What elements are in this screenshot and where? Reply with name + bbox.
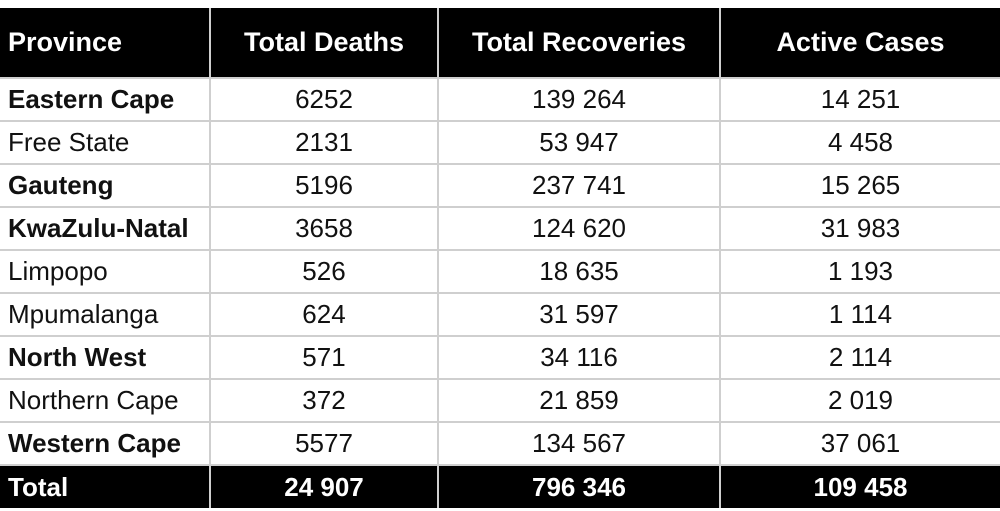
total-label: Total [8, 471, 69, 502]
cell-active: 1 114 [719, 292, 1000, 337]
table-row: KwaZulu-Natal 3658 124 620 31 983 [0, 206, 1000, 251]
cell-deaths: 6252 [209, 77, 439, 122]
cell-deaths: 2131 [209, 120, 439, 165]
cell-active: 31 983 [719, 206, 1000, 251]
cell-deaths: 3658 [209, 206, 439, 251]
cell-active: 14 251 [719, 77, 1000, 122]
province-stats-table: Province Total Deaths Total Recoveries A… [0, 8, 1000, 508]
cell-province: Free State [0, 120, 211, 165]
table-row: Mpumalanga 624 31 597 1 114 [0, 292, 1000, 337]
cell-province: KwaZulu-Natal [0, 206, 211, 251]
table-row: Limpopo 526 18 635 1 193 [0, 249, 1000, 294]
cell-recoveries: 124 620 [437, 206, 721, 251]
cell-recoveries: 237 741 [437, 163, 721, 208]
total-row: Total 24 907 796 346 109 458 [0, 465, 1000, 508]
cell-recoveries: 34 116 [437, 335, 721, 380]
cell-province: Western Cape [0, 421, 211, 466]
cell-recoveries: 134 567 [437, 421, 721, 466]
cell-deaths: 624 [209, 292, 439, 337]
table-row: Northern Cape 372 21 859 2 019 [0, 378, 1000, 423]
total-deaths: 24 907 [209, 465, 438, 508]
cell-recoveries: 31 597 [437, 292, 721, 337]
table-row: Gauteng 5196 237 741 15 265 [0, 163, 1000, 208]
header-total-deaths: Total Deaths [209, 8, 438, 78]
cell-province: Eastern Cape [0, 77, 211, 122]
cell-recoveries: 139 264 [437, 77, 721, 122]
cell-deaths: 526 [209, 249, 439, 294]
table-row: Eastern Cape 6252 139 264 14 251 [0, 77, 1000, 122]
header-active-cases: Active Cases [719, 8, 1000, 78]
cell-province: Gauteng [0, 163, 211, 208]
cell-recoveries: 53 947 [437, 120, 721, 165]
table-row: Western Cape 5577 134 567 37 061 [0, 421, 1000, 466]
total-active: 109 458 [719, 465, 1000, 508]
cell-active: 15 265 [719, 163, 1000, 208]
table-row: North West 571 34 116 2 114 [0, 335, 1000, 380]
cell-deaths: 5196 [209, 163, 439, 208]
header-total-recoveries: Total Recoveries [437, 8, 720, 78]
cell-deaths: 372 [209, 378, 439, 423]
header-province: Province [8, 27, 123, 57]
cell-deaths: 5577 [209, 421, 439, 466]
cell-province: Northern Cape [0, 378, 211, 423]
cell-province: North West [0, 335, 211, 380]
total-recoveries: 796 346 [437, 465, 720, 508]
table-row: Free State 2131 53 947 4 458 [0, 120, 1000, 165]
cell-active: 4 458 [719, 120, 1000, 165]
cell-province: Limpopo [0, 249, 211, 294]
cell-recoveries: 18 635 [437, 249, 721, 294]
cell-active: 2 114 [719, 335, 1000, 380]
cell-active: 2 019 [719, 378, 1000, 423]
table-body: Eastern Cape 6252 139 264 14 251 Free St… [0, 77, 1000, 466]
cell-province: Mpumalanga [0, 292, 211, 337]
cell-deaths: 571 [209, 335, 439, 380]
cell-active: 1 193 [719, 249, 1000, 294]
cell-recoveries: 21 859 [437, 378, 721, 423]
cell-active: 37 061 [719, 421, 1000, 466]
header-row: Province Total Deaths Total Recoveries A… [0, 8, 1000, 78]
province-table-container: Province Total Deaths Total Recoveries A… [0, 8, 1000, 508]
